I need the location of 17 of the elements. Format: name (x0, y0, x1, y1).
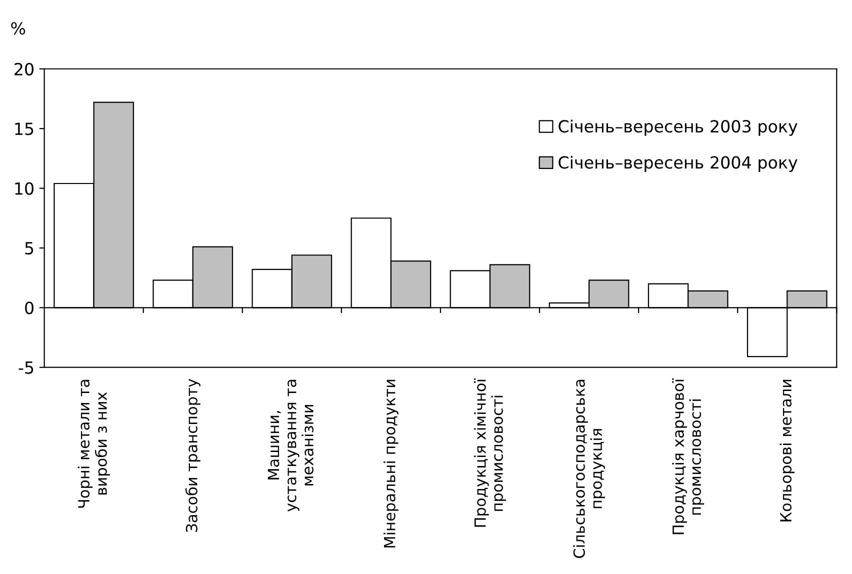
y-axis-title: % (11, 22, 26, 35)
x-tick-label: Кольорові метали (780, 380, 795, 522)
y-tick-label: 20 (14, 62, 34, 76)
x-tick-label: Продукція хімічної промисловості (474, 378, 506, 527)
x-tick-label: Машини, устаткування та механізми (268, 380, 314, 512)
x-tick-label: Сільськогосподарська продукція (573, 380, 605, 558)
y-tick-label: 10 (15, 182, 34, 195)
x-tick-label: Мінеральні продукти (384, 380, 398, 548)
y-tick-label: 15 (15, 122, 34, 136)
x-tick-label: Чорні метали та вироби з них (78, 380, 110, 508)
y-tick-label: -5 (18, 362, 34, 374)
x-tick-label: Продукція харчової промисловості (672, 378, 704, 534)
y-tick-label: 5 (25, 242, 34, 255)
legend-label: Січень–вересень 2004 року (558, 156, 798, 172)
x-tick-label: Засоби транспорту (185, 378, 200, 532)
legend-label: Січень–вересень 2003 року (558, 120, 798, 136)
y-tick-label: 0 (25, 302, 34, 314)
